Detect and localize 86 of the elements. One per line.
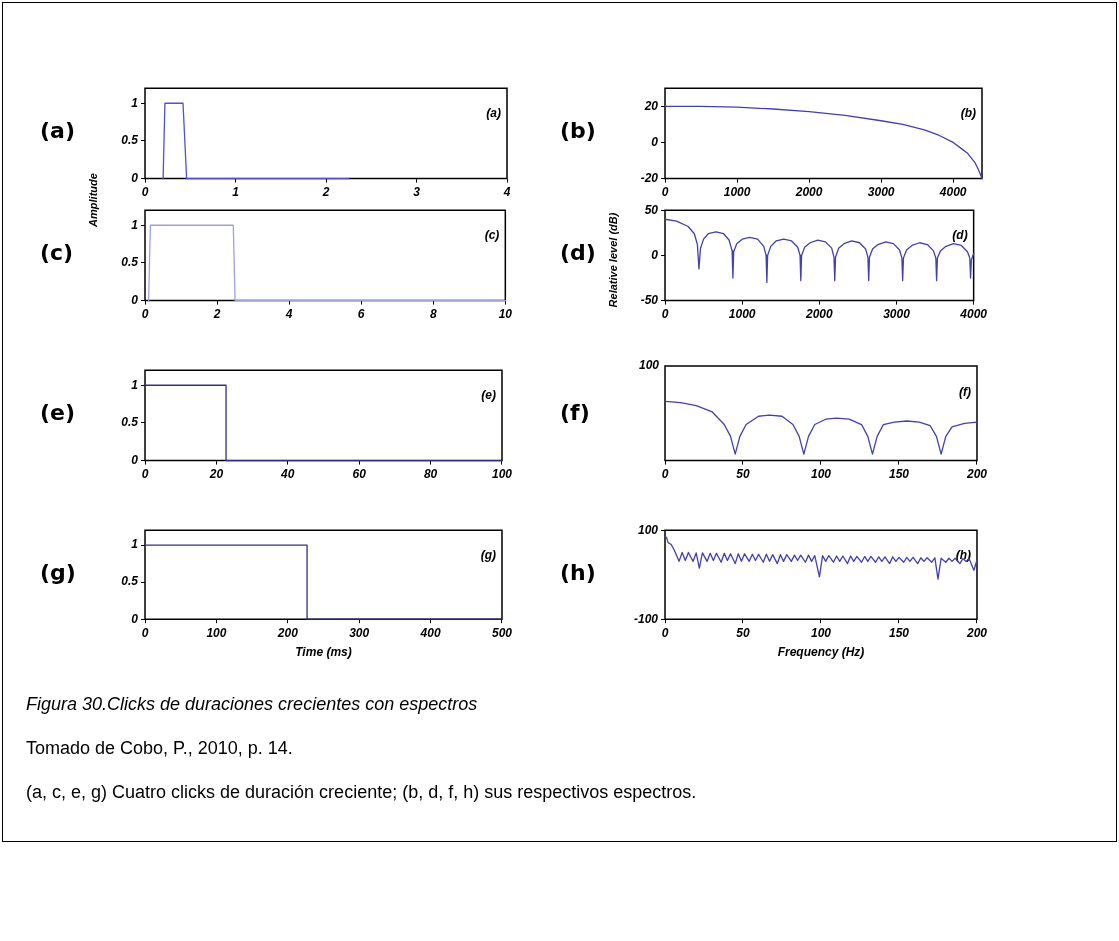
text: (f) [958, 385, 971, 400]
x-tick-label: 2000 [804, 307, 833, 322]
x-axis-title: Time (ms) [295, 645, 352, 660]
chart-title: (f) [560, 400, 590, 425]
text: (a, c, e, g) Cuatro clicks de duración creciente; (b, d, f, h) sus respectivos espectros. [26, 782, 697, 803]
annotation: (h) [955, 548, 971, 563]
x-tick-label: 100 [206, 625, 227, 640]
x-tick-label: 1 [232, 185, 240, 200]
x-tick-label: 0 [661, 185, 669, 200]
x-tick-label: 40 [280, 467, 295, 482]
annotation: (b) [960, 106, 976, 121]
y-tick-label: 0 [131, 292, 139, 307]
x-tick-label: 2 [212, 307, 221, 322]
x-tick-label: 200 [276, 625, 299, 640]
y-tick-label: 1 [131, 377, 139, 392]
x-tick-label: 300 [349, 625, 370, 640]
x-tick-label: 400 [419, 625, 441, 640]
x-tick-label: 6 [357, 307, 365, 322]
text: Tomado de Cobo, P., 2010, p. 14. [26, 738, 293, 759]
y-tick-label: 0.5 [121, 255, 139, 270]
x-tick-label: 50 [736, 467, 750, 482]
y-tick-label: 0 [131, 611, 139, 626]
y-tick-label: 0.5 [121, 415, 139, 430]
y-tick-label: -20 [640, 170, 659, 185]
x-tick-label: 3000 [867, 185, 895, 200]
x-tick-label: 200 [965, 467, 988, 482]
x-tick-label: 4 [502, 185, 511, 200]
y-tick-label: 0 [651, 247, 659, 262]
x-tick-label: 500 [491, 625, 513, 640]
x-tick-label: 0 [661, 467, 669, 482]
y-axis-title: Relative level (dB) [606, 212, 619, 308]
text: (d) [560, 240, 596, 265]
x-tick-label: 1000 [728, 307, 756, 322]
x-tick-label: 0 [661, 307, 669, 322]
x-tick-label: 150 [888, 625, 910, 640]
x-tick-label: 0 [661, 625, 669, 640]
annotation: (a) [486, 106, 501, 121]
x-tick-label: 100 [491, 467, 513, 482]
y-tick-label: -50 [640, 292, 659, 307]
y-tick-label: 1 [131, 217, 139, 232]
annotation: (g) [480, 548, 496, 563]
x-tick-label: 0 [141, 625, 149, 640]
x-tick-label: 3000 [883, 307, 911, 322]
y-tick-label: 100 [637, 522, 659, 537]
y-tick-label: 0 [651, 134, 659, 149]
y-tick-label: -100 [633, 611, 659, 626]
annotation: (e) [481, 388, 496, 403]
x-tick-label: 150 [888, 467, 910, 482]
x-tick-label: 2000 [794, 185, 823, 200]
text: (a) [40, 118, 75, 143]
x-tick-label: 100 [810, 467, 832, 482]
text: (e) [40, 400, 76, 425]
y-tick-label: 0.5 [121, 574, 139, 589]
x-tick-label: 2 [321, 185, 330, 200]
y-tick-label: 50 [644, 202, 659, 217]
x-tick-label: 60 [352, 467, 367, 482]
x-tick-label: 0 [141, 185, 149, 200]
x-tick-label: 10 [498, 307, 513, 322]
text: Figura 30.Clicks de duraciones crecientes con espectros [26, 694, 478, 715]
x-tick-label: 3 [413, 185, 421, 200]
text: (g) [40, 560, 76, 585]
text: (h) [560, 560, 596, 585]
x-tick-label: 4000 [938, 185, 967, 200]
y-tick-label: 0 [131, 452, 139, 467]
x-tick-label: 200 [965, 625, 988, 640]
x-tick-label: 20 [208, 467, 224, 482]
x-tick-label: 100 [810, 625, 832, 640]
text: (b) [560, 118, 596, 143]
annotation: (d) [952, 228, 968, 243]
text: (c) [40, 240, 74, 265]
annotation: (c) [484, 228, 500, 243]
y-axis-title: Amplitude [86, 173, 99, 227]
x-axis-title: Frequency (Hz) [777, 645, 865, 660]
y-tick-label: 1 [131, 95, 139, 110]
x-tick-label: 1000 [723, 185, 751, 200]
x-tick-label: 8 [429, 307, 437, 322]
y-tick-label: 20 [643, 98, 659, 113]
y-tick-label: 0 [131, 170, 139, 185]
y-tick-label: 1 [131, 537, 139, 552]
x-tick-label: 0 [141, 307, 149, 322]
y-tick-label: 0.5 [121, 133, 139, 148]
x-tick-label: 0 [141, 467, 149, 482]
x-tick-label: 80 [423, 467, 438, 482]
x-tick-label: 4000 [959, 307, 988, 322]
x-tick-label: 4 [284, 307, 293, 322]
x-tick-label: 50 [736, 625, 750, 640]
